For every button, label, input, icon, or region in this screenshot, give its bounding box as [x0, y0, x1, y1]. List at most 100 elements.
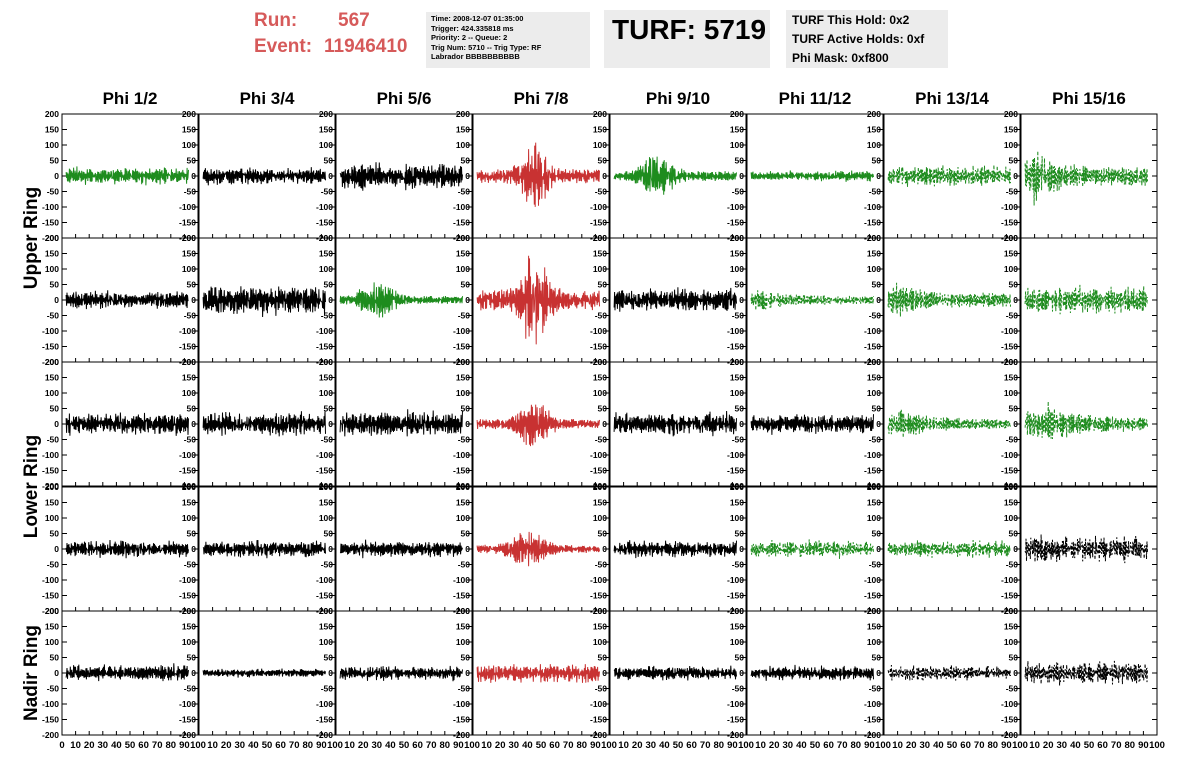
waveform-trace [339, 665, 463, 682]
y-tick-label: 0 [465, 171, 470, 181]
y-tick-label: -200 [453, 481, 470, 491]
x-tick-label: 60 [686, 740, 697, 751]
y-tick-label: -100 [590, 699, 607, 709]
x-tick-label: 90 [453, 740, 464, 751]
y-tick-label: -50 [47, 684, 60, 694]
x-tick-label: 20 [84, 740, 95, 751]
y-tick-label: 150 [867, 373, 881, 383]
x-tick-label: 30 [1057, 740, 1068, 751]
y-tick-label: 150 [867, 498, 881, 508]
y-tick-label: -100 [727, 326, 744, 336]
y-tick-label: -150 [179, 342, 196, 352]
y-tick-label: 100 [593, 637, 607, 647]
waveform-trace [1024, 150, 1148, 206]
x-tick-label: 90 [727, 740, 738, 751]
x-tick-label: 30 [372, 740, 383, 751]
y-tick-label: 200 [319, 233, 333, 243]
x-tick-label: 60 [823, 740, 834, 751]
x-tick-label: 60 [275, 740, 286, 751]
y-tick-label: 150 [593, 622, 607, 632]
y-tick-label: -200 [179, 481, 196, 491]
y-tick-label: -150 [590, 342, 607, 352]
y-tick-label: 0 [1013, 668, 1018, 678]
y-tick-label: 100 [456, 264, 470, 274]
x-tick-label: 40 [385, 740, 396, 751]
y-tick-label: -150 [453, 591, 470, 601]
y-tick-label: -50 [869, 684, 882, 694]
y-tick-label: -100 [590, 326, 607, 336]
y-tick-label: 150 [45, 622, 59, 632]
y-tick-label: -150 [590, 591, 607, 601]
turf-active-holds: TURF Active Holds: 0xf [792, 32, 925, 46]
y-tick-label: 50 [50, 280, 60, 290]
y-tick-label: -50 [1006, 187, 1019, 197]
y-tick-label: -50 [184, 560, 197, 570]
y-tick-label: -100 [453, 326, 470, 336]
x-tick-label: 90 [1138, 740, 1149, 751]
y-tick-label: 0 [465, 295, 470, 305]
y-tick-label: -100 [316, 202, 333, 212]
y-tick-label: -50 [321, 311, 334, 321]
y-tick-label: -50 [47, 560, 60, 570]
x-tick-label: 30 [646, 740, 657, 751]
y-tick-label: -100 [590, 202, 607, 212]
waveform-trace [65, 412, 189, 436]
waveform-trace [339, 409, 463, 437]
y-tick-label: 0 [602, 544, 607, 554]
y-tick-label: 0 [328, 171, 333, 181]
y-tick-label: 50 [872, 280, 882, 290]
y-tick-label: 0 [876, 171, 881, 181]
y-tick-label: -150 [42, 218, 59, 228]
y-tick-label: 200 [319, 606, 333, 616]
y-tick-label: 0 [602, 295, 607, 305]
y-tick-label: -200 [316, 481, 333, 491]
y-tick-label: 200 [182, 482, 196, 492]
y-tick-label: 0 [328, 668, 333, 678]
x-tick-label: 10 [755, 740, 766, 751]
x-tick-label: 50 [810, 740, 821, 751]
x-tick-label: 40 [933, 740, 944, 751]
y-tick-label: -100 [727, 699, 744, 709]
y-tick-label: 150 [1004, 249, 1018, 259]
y-tick-label: 150 [182, 622, 196, 632]
y-tick-label: 0 [54, 668, 59, 678]
y-tick-label: -200 [590, 481, 607, 491]
waveform-trace [65, 166, 189, 186]
x-tick-label: 40 [522, 740, 533, 751]
y-tick-label: 100 [45, 513, 59, 523]
x-tick-label: 70 [974, 740, 985, 751]
y-tick-label: -100 [864, 699, 881, 709]
y-tick-label: -200 [727, 730, 744, 740]
y-tick-label: 150 [593, 249, 607, 259]
y-tick-label: 200 [319, 357, 333, 367]
x-tick-label: 90 [590, 740, 601, 751]
x-tick-label: 70 [289, 740, 300, 751]
y-tick-label: -150 [1001, 218, 1018, 228]
y-tick-label: -150 [727, 218, 744, 228]
y-tick-label: -150 [864, 218, 881, 228]
waveform-trace [65, 290, 189, 310]
x-tick-label: 20 [358, 740, 369, 751]
y-tick-label: 200 [730, 233, 744, 243]
x-tick-label: 60 [960, 740, 971, 751]
waveform-trace [750, 539, 874, 559]
y-tick-label: -50 [732, 684, 745, 694]
y-tick-label: 100 [593, 513, 607, 523]
info-trigger: Trigger: 424.335818 ms [431, 23, 514, 33]
y-tick-label: 200 [182, 357, 196, 367]
y-tick-label: -100 [864, 202, 881, 212]
waveform-trace [613, 287, 737, 312]
y-tick-label: 200 [1004, 482, 1018, 492]
y-tick-label: -100 [1001, 699, 1018, 709]
y-tick-label: -150 [453, 218, 470, 228]
y-tick-label: 150 [319, 125, 333, 135]
x-tick-label: 20 [495, 740, 506, 751]
run-row: Run: 567 [254, 10, 370, 32]
y-tick-label: 200 [182, 109, 196, 119]
y-tick-label: 150 [45, 498, 59, 508]
y-tick-label: -100 [42, 202, 59, 212]
y-tick-label: 100 [730, 140, 744, 150]
y-tick-label: -150 [864, 342, 881, 352]
y-tick-label: 50 [735, 404, 745, 414]
y-tick-label: 50 [1009, 653, 1019, 663]
